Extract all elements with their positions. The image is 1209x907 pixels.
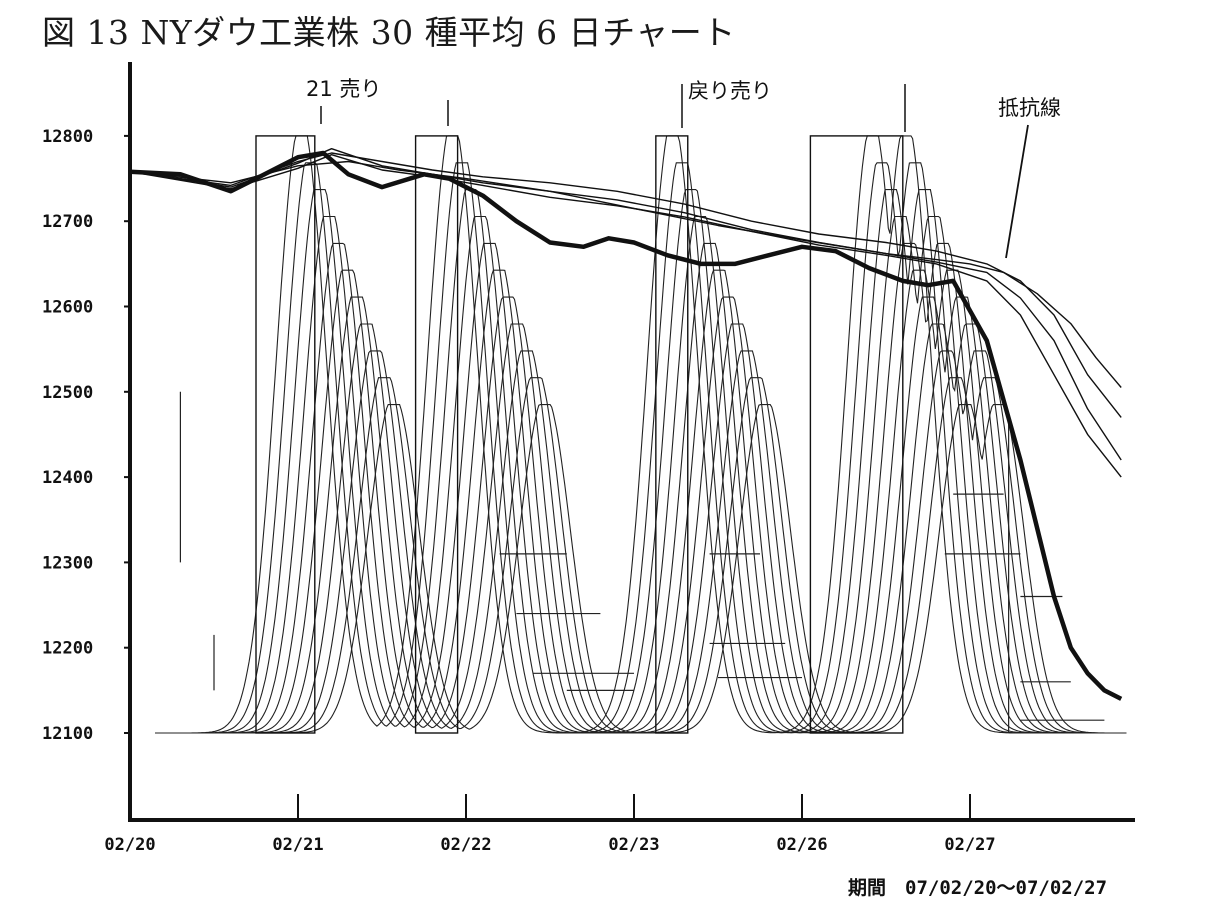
- figure-title: 図 13 NYダウ工業株 30 種平均 6 日チャート: [42, 13, 736, 52]
- oscillator-line: [155, 323, 1127, 734]
- oscillator-line: [155, 215, 1127, 734]
- x-tick-label: 02/27: [944, 835, 995, 855]
- oscillator-line: [155, 377, 1127, 734]
- annotation-resistance-pointer: [1005, 124, 1029, 259]
- x-tick-label: 02/21: [272, 835, 323, 855]
- x-tick-label: 02/23: [608, 835, 659, 855]
- x-tick-label: 02/26: [776, 835, 827, 855]
- y-tick-label: 12200: [42, 639, 93, 659]
- saturation-block: [809, 135, 904, 734]
- oscillator-line: [155, 189, 1127, 734]
- price-series-thin: [129, 152, 1122, 418]
- annotation-resistance-line: 抵抗線: [998, 96, 1061, 120]
- oscillator-line: [155, 242, 1127, 734]
- price-series-thin: [129, 160, 1122, 388]
- y-tick-labels: 12100 12200 12300 12400 12500 12600 12700 12800: [42, 127, 93, 744]
- x-tick-label: 02/22: [440, 835, 491, 855]
- y-tick-label: 12500: [42, 383, 93, 403]
- oscillator-line: [155, 296, 1127, 734]
- saturation-block: [255, 135, 316, 734]
- annotation-21-sell: 21 売り: [306, 77, 381, 101]
- oscillator-line: [155, 350, 1127, 734]
- x-tick-label: 02/20: [104, 835, 155, 855]
- y-tick-label: 12300: [42, 553, 93, 573]
- saturation-block: [414, 135, 459, 734]
- price-series-thin: [129, 148, 1122, 461]
- x-tick-labels: 02/20 02/21 02/22 02/23 02/26 02/27: [104, 835, 995, 855]
- annotation-return-sell: 戻り売り: [688, 79, 772, 103]
- price-series-thin: [129, 154, 1122, 478]
- y-tick-label: 12400: [42, 468, 93, 488]
- saturation-block: [655, 135, 689, 734]
- y-tick-label: 12700: [42, 212, 93, 232]
- oscillator-line: [155, 269, 1127, 734]
- axes: [124, 62, 1135, 822]
- oscillator-line: [155, 162, 1127, 734]
- oscillator-line: [155, 404, 1127, 734]
- y-tick-label: 12100: [42, 724, 93, 744]
- oscillator-lines: [155, 135, 1127, 734]
- y-tick-label: 12600: [42, 298, 93, 318]
- period-label: 期間 07/02/20〜07/02/27: [848, 877, 1107, 899]
- annotation-layer: 21 売り 戻り売り 抵抗線: [306, 77, 1061, 259]
- price-series-bold: [129, 150, 1123, 701]
- series-lines: [129, 148, 1123, 701]
- y-tick-label: 12800: [42, 127, 93, 147]
- oscillator-line: [155, 135, 1127, 734]
